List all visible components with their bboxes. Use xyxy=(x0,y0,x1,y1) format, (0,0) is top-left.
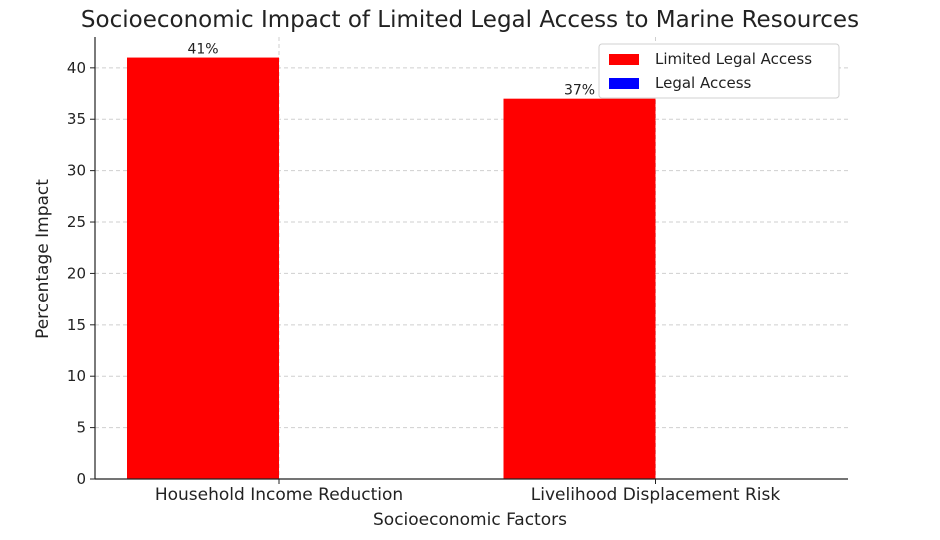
y-tick-label: 40 xyxy=(67,59,86,77)
legend-swatch xyxy=(609,78,639,89)
y-tick-label: 10 xyxy=(67,367,86,385)
y-tick-label: 25 xyxy=(67,213,86,231)
y-tick-label: 15 xyxy=(67,316,86,334)
y-axis-label: Percentage Impact xyxy=(33,179,53,339)
axis-layer: 0 5 10 15 20 25 30 35 40 Household Income Reducti… xyxy=(67,37,848,505)
legend-label: Limited Legal Access xyxy=(655,50,812,68)
bar-layer: 41% 37% xyxy=(127,42,656,480)
y-tick-label: 0 xyxy=(76,470,86,488)
chart-title: Socioeconomic Impact of Limited Legal Ac… xyxy=(81,7,859,33)
data-label: 37% xyxy=(564,83,595,99)
legend-box xyxy=(598,43,840,99)
bar-limited-legal-access xyxy=(503,98,656,480)
bar-limited-legal-access xyxy=(127,57,279,480)
x-tick-label: Household Income Reduction xyxy=(155,485,403,505)
y-tick-label: 5 xyxy=(76,419,86,437)
legend: Limited Legal Access Legal Access xyxy=(598,43,840,99)
y-tick-label: 35 xyxy=(67,110,86,128)
legend-swatch xyxy=(609,54,639,65)
x-tick-label: Livelihood Displacement Risk xyxy=(531,485,781,505)
y-tick-label: 30 xyxy=(67,162,86,180)
y-tick-label: 20 xyxy=(67,264,86,282)
data-label: 41% xyxy=(187,42,218,58)
x-axis-label: Socioeconomic Factors xyxy=(373,510,567,530)
legend-label: Legal Access xyxy=(655,74,752,92)
